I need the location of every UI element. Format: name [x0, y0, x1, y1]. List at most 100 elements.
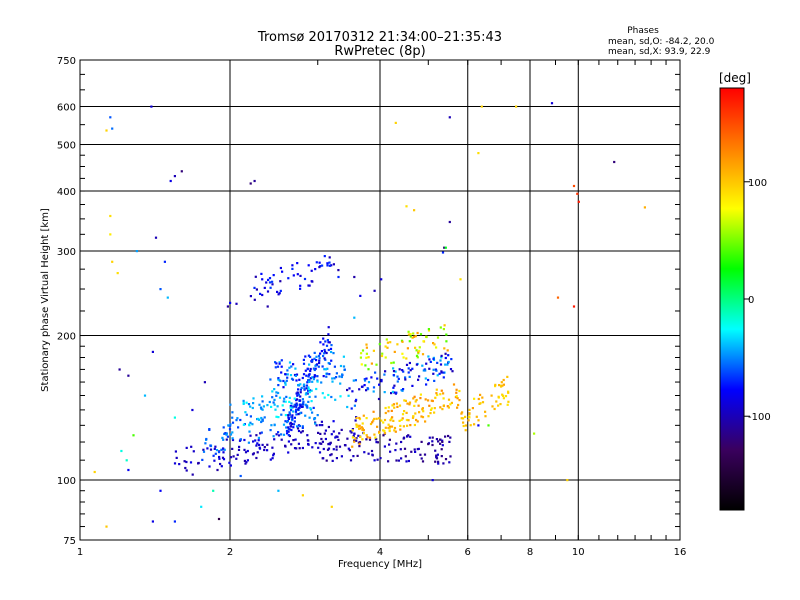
data-point: [283, 397, 286, 400]
data-point: [328, 373, 331, 376]
data-point: [163, 260, 166, 263]
data-point: [481, 401, 485, 404]
data-point: [414, 450, 417, 453]
data-point: [280, 371, 283, 374]
data-point: [343, 444, 347, 447]
data-point: [327, 333, 330, 336]
data-point: [231, 411, 234, 414]
data-point: [349, 459, 353, 462]
data-point: [433, 411, 436, 414]
data-point: [431, 443, 434, 447]
data-point: [191, 408, 194, 412]
data-point: [321, 264, 324, 267]
data-point: [368, 436, 372, 439]
data-point: [449, 436, 452, 439]
data-point: [443, 324, 446, 327]
data-point: [235, 302, 238, 305]
data-point: [326, 372, 329, 375]
data-point: [449, 455, 452, 458]
data-point: [425, 383, 428, 386]
data-point: [383, 391, 386, 394]
data-point: [256, 451, 259, 454]
data-point: [315, 359, 318, 362]
data-point: [491, 405, 494, 408]
data-point: [276, 290, 279, 293]
data-point: [318, 261, 321, 264]
data-point: [435, 346, 438, 349]
data-point: [244, 451, 248, 454]
data-point: [448, 220, 451, 224]
data-point: [301, 398, 304, 401]
data-point: [266, 404, 269, 407]
data-point: [372, 386, 376, 389]
data-point: [387, 423, 390, 426]
data-point: [430, 399, 433, 402]
data-point: [392, 374, 395, 377]
data-point: [237, 426, 240, 429]
data-point: [297, 413, 300, 416]
data-point: [327, 348, 330, 352]
data-point: [434, 396, 437, 399]
data-point: [289, 374, 293, 377]
data-point: [372, 410, 375, 413]
data-point: [290, 415, 293, 419]
data-point: [449, 403, 452, 406]
data-point: [477, 397, 480, 401]
data-point: [295, 413, 298, 416]
data-point: [421, 353, 425, 356]
data-point: [270, 405, 273, 408]
data-point: [328, 362, 331, 365]
data-point: [173, 175, 176, 178]
data-point: [441, 444, 444, 447]
data-point: [468, 412, 471, 415]
data-point: [285, 379, 288, 382]
data-point: [432, 368, 435, 371]
data-point: [394, 430, 397, 433]
data-point: [313, 417, 317, 420]
data-point: [252, 440, 255, 443]
data-point: [286, 369, 289, 372]
data-point: [327, 326, 330, 329]
data-point: [295, 406, 298, 409]
data-point: [183, 460, 186, 463]
data-point: [438, 438, 442, 441]
data-point: [398, 404, 402, 407]
data-point: [418, 346, 421, 349]
data-point: [390, 425, 394, 428]
colorbar-tick-label: 100: [748, 178, 767, 189]
data-point: [132, 434, 135, 437]
data-point: [361, 438, 364, 441]
data-point: [208, 465, 211, 468]
data-point: [355, 416, 358, 419]
data-point: [266, 305, 269, 308]
data-point: [362, 414, 365, 417]
data-point: [305, 392, 308, 395]
data-point: [307, 379, 310, 382]
data-point: [200, 505, 203, 508]
data-point: [447, 398, 451, 401]
data-point: [358, 416, 361, 420]
data-point: [330, 433, 333, 436]
data-point: [314, 364, 317, 367]
data-point: [427, 399, 430, 402]
data-point: [277, 378, 280, 381]
data-point: [364, 379, 367, 382]
data-point: [452, 383, 456, 386]
data-point: [370, 362, 373, 365]
data-point: [370, 376, 373, 379]
data-point: [449, 368, 453, 371]
data-point: [401, 417, 404, 420]
data-point: [378, 430, 381, 433]
data-point: [380, 380, 383, 383]
data-point: [311, 411, 314, 414]
data-point: [481, 396, 484, 399]
data-point: [432, 342, 435, 345]
data-point: [214, 445, 217, 448]
data-point: [473, 423, 476, 426]
data-point: [387, 410, 390, 413]
data-point: [248, 430, 251, 433]
data-point: [365, 346, 368, 349]
data-point: [383, 429, 386, 433]
data-point: [337, 438, 340, 441]
data-point: [365, 352, 368, 355]
